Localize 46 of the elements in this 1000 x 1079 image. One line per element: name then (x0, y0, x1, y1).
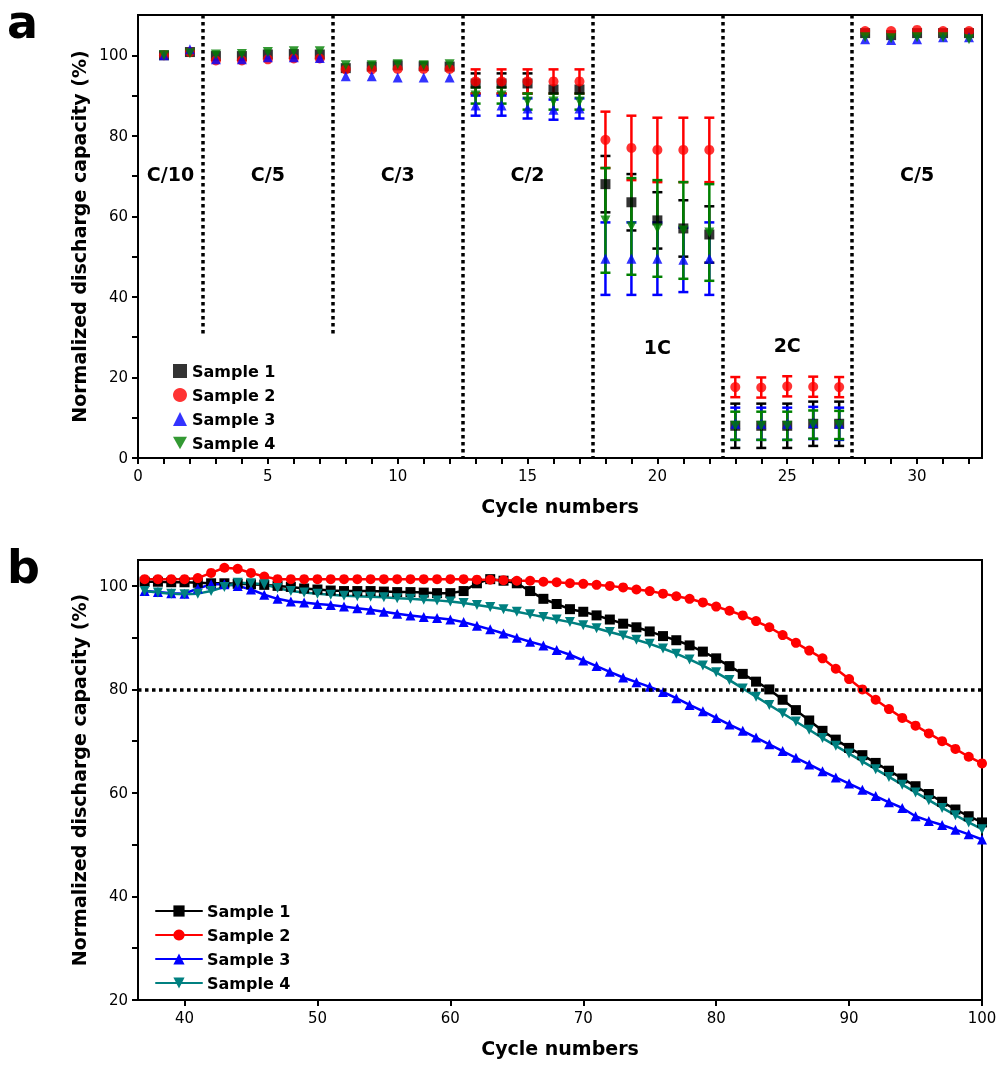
x-tick-label: 10 (388, 466, 408, 485)
x-tick-label: 0 (133, 466, 143, 485)
x-tick-label: 60 (440, 1008, 460, 1027)
legend-label: Sample 3 (192, 409, 276, 429)
x-tick-label: 80 (706, 1008, 726, 1027)
y-tick-label: 20 (108, 368, 128, 387)
y-tick-label: 40 (108, 887, 128, 906)
x-tick-label: 5 (263, 466, 273, 485)
legend-label: Sample 1 (192, 361, 276, 381)
annotation: C/5 (900, 163, 935, 186)
y-tick-label: 60 (108, 783, 128, 802)
legend-label: Sample 4 (192, 433, 276, 453)
y-tick-label: 40 (108, 287, 128, 306)
y-tick-label: 80 (108, 126, 128, 145)
legend-label: Sample 1 (207, 901, 291, 921)
x-tick-label: 40 (174, 1008, 195, 1027)
y-axis-title: Normalized discharge capacity (%) (67, 50, 90, 423)
x-tick-label: 20 (647, 466, 667, 485)
legend-label: Sample 2 (192, 385, 276, 405)
x-axis-title: Cycle numbers (481, 494, 639, 517)
x-tick-label: 90 (839, 1008, 859, 1027)
x-tick-label: 70 (573, 1008, 593, 1027)
y-axis-title: Normalized discharge capacity (%) (67, 593, 90, 967)
chart-title: a (7, 0, 39, 49)
annotation: 2C (773, 334, 801, 357)
y-tick-label: 60 (108, 207, 128, 226)
y-tick-label: 100 (99, 576, 128, 595)
chart-title: b (7, 540, 40, 594)
x-tick-label: 50 (307, 1008, 327, 1027)
y-tick-label: 100 (99, 46, 128, 65)
legend-label: Sample 3 (207, 949, 291, 969)
x-tick-label: 15 (517, 466, 538, 485)
annotation: 1C (643, 336, 671, 359)
annotation: C/3 (380, 163, 415, 186)
x-tick-label: 25 (777, 466, 797, 485)
x-tick-label: 100 (967, 1008, 997, 1027)
x-tick-label: 30 (907, 466, 927, 485)
legend-label: Sample 4 (207, 973, 291, 993)
y-tick-label: 0 (118, 449, 128, 467)
y-tick-label: 80 (108, 680, 128, 699)
legend-label: Sample 2 (207, 925, 291, 945)
annotation: C/10 (146, 163, 195, 186)
y-tick-label: 20 (108, 991, 128, 1009)
x-axis-title: Cycle numbers (481, 1036, 639, 1059)
annotation: C/2 (510, 163, 545, 186)
annotation: C/5 (250, 163, 285, 186)
